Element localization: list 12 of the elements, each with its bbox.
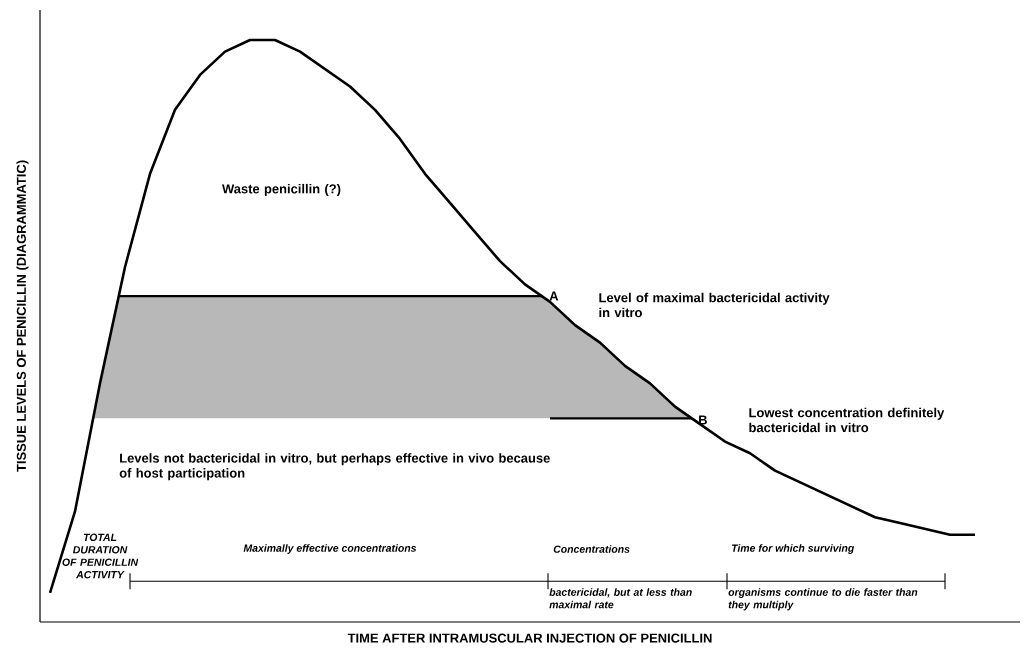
annotation: Concentrations [553,545,630,553]
x-axis-title: TIME AFTER INTRAMUSCULAR INJECTION OF PENICILLIN [347,633,712,643]
annotation: Levels not bactericidal in vitro, but perhaps effective in vivo because of host participation [119,453,550,481]
y-axis-title: TISSUE LEVELS OF PENICILLIN (DIAGRAMMATIC) [16,160,29,472]
annotation: bactericidal, but at less than maximal rate [549,588,692,609]
annotation: Time for which surviving [731,544,855,554]
annotation: organisms continue to die faster than they multiply [728,588,918,611]
annotation: Maximally effective concentrations [243,544,417,554]
ref-line-label: Level of maximal bactericidal activity in vitro [599,292,830,318]
annotation: TOTAL DURATION OF PENICILLIN ACTIVITY [62,533,139,579]
annotation: Waste penicillin (?) [222,183,341,196]
ref-line-label: Lowest concentration definitely bactericidal in vitro [749,407,945,433]
